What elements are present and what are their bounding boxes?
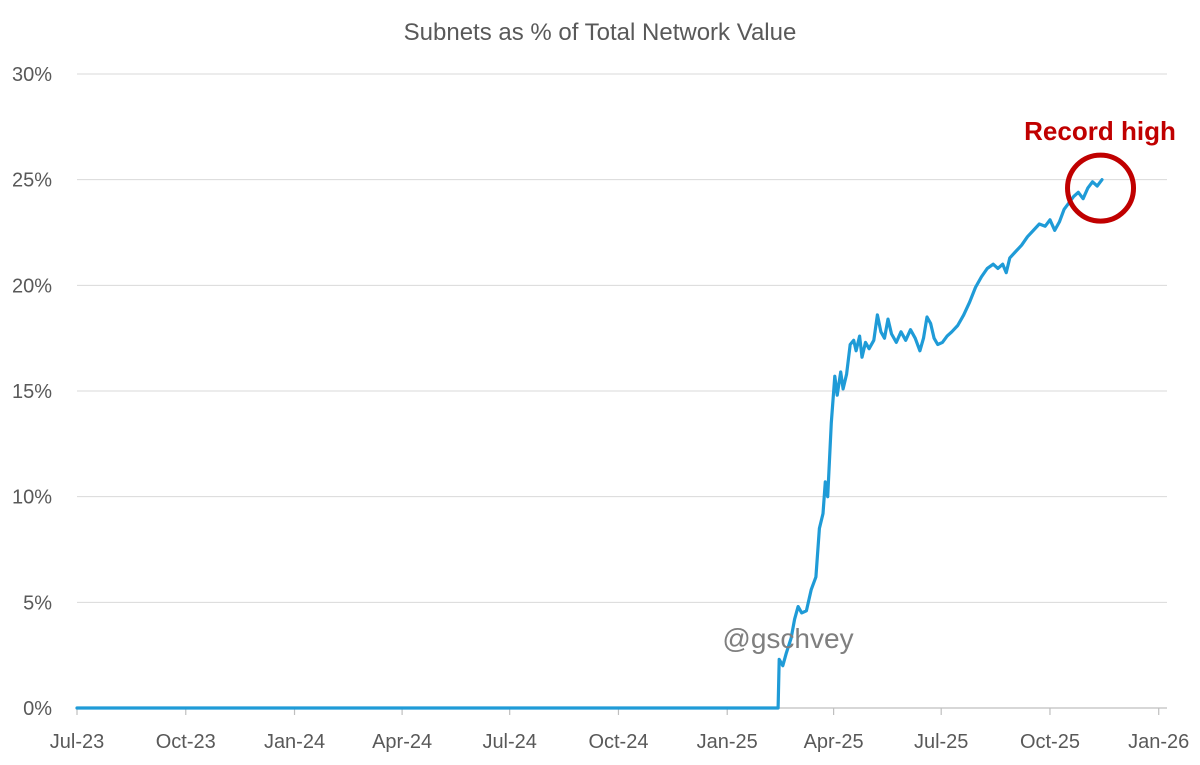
y-axis-ticks: 0% 5% 10% 15% 20% 25% 30% <box>12 64 52 720</box>
x-axis-ticks: Jul-23 Oct-23 Jan-24 Apr-24 Jul-24 Oct-24 Jan-… <box>50 731 1190 753</box>
y-tick-label: 30% <box>12 64 52 86</box>
y-tick-label: 0% <box>23 698 52 720</box>
series-line <box>75 178 1104 710</box>
x-tick-label: Jan-25 <box>697 731 758 753</box>
record-high-label: Record high <box>1024 116 1176 146</box>
y-tick-label: 20% <box>12 275 52 297</box>
x-tick-label: Oct-25 <box>1020 731 1080 753</box>
x-tick-label: Jan-24 <box>264 731 325 753</box>
series-layer <box>75 178 1104 710</box>
y-tick-label: 10% <box>12 487 52 509</box>
x-tick-label: Oct-24 <box>588 731 648 753</box>
x-tick-label: Jul-23 <box>50 731 104 753</box>
y-tick-label: 25% <box>12 170 52 192</box>
y-tick-label: 15% <box>12 381 52 403</box>
annotation: Record high <box>1024 116 1176 224</box>
record-high-circle <box>1065 152 1137 224</box>
x-tick-label: Jul-25 <box>914 731 968 753</box>
x-tick-label: Jul-24 <box>482 731 536 753</box>
y-tick-label: 5% <box>23 592 52 614</box>
x-tick-label: Apr-24 <box>372 731 432 753</box>
gridlines <box>76 73 1167 715</box>
x-tick-label: Jan-26 <box>1128 731 1189 753</box>
watermark: @gschvey <box>722 623 853 654</box>
chart-title: Subnets as % of Total Network Value <box>404 19 797 46</box>
x-tick-label: Oct-23 <box>156 731 216 753</box>
x-tick-label: Apr-25 <box>804 731 864 753</box>
